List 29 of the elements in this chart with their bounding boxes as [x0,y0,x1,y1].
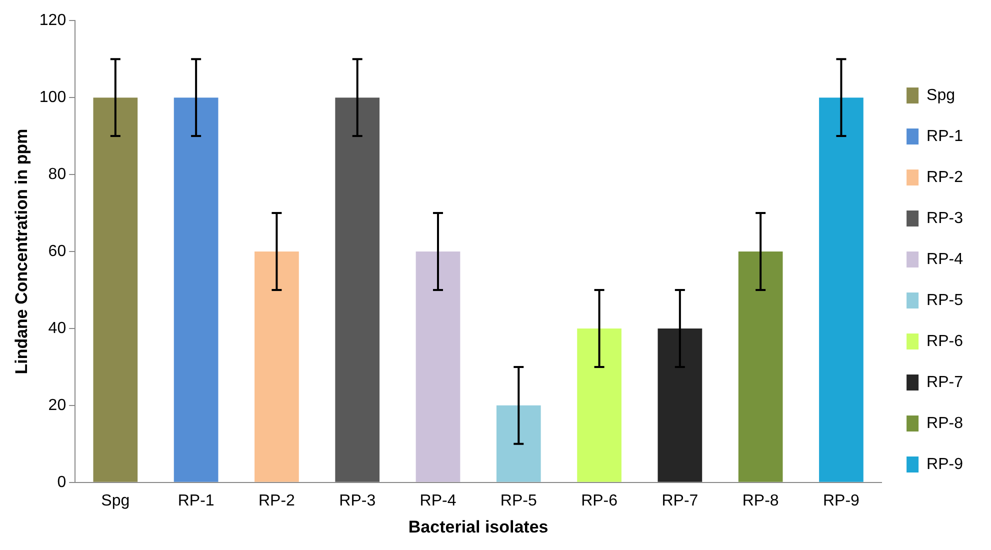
x-tick-label: RP-5 [500,492,537,510]
y-axis-title: Lindane Concentration in ppm [12,128,31,374]
x-axis-title: Bacterial isolates [408,517,548,536]
y-tick-label: 100 [39,88,66,106]
x-tick-label: RP-3 [339,492,376,510]
x-tick-label: RP-6 [581,492,618,510]
legend-label: RP-9 [926,456,964,473]
legend-label: RP-8 [926,414,964,432]
y-tick-label: 80 [48,166,66,183]
legend-label: RP-5 [926,292,964,309]
y-tick-label: 20 [48,396,66,414]
legend-label: Spg [926,86,956,104]
y-tick-label: 60 [48,242,66,260]
legend-label: RP-4 [926,250,964,268]
y-tick-label: 40 [48,320,66,337]
legend-label: RP-6 [926,332,964,350]
legend-label: RP-7 [926,374,964,391]
x-tick-label: RP-9 [823,492,860,510]
x-tick-label: RP-8 [742,492,779,510]
x-tick-label: Spg [101,492,130,510]
legend-label: RP-1 [926,128,964,145]
x-tick-label: RP-7 [662,492,698,510]
x-tick-label: RP-2 [258,492,296,510]
x-tick-label: RP-4 [420,492,456,510]
x-tick-label: RP-1 [178,492,214,510]
y-tick-label: 120 [39,12,66,30]
legend-label: RP-3 [926,210,964,227]
legend-label: RP-2 [926,168,964,186]
y-tick-label: 0 [57,474,66,491]
